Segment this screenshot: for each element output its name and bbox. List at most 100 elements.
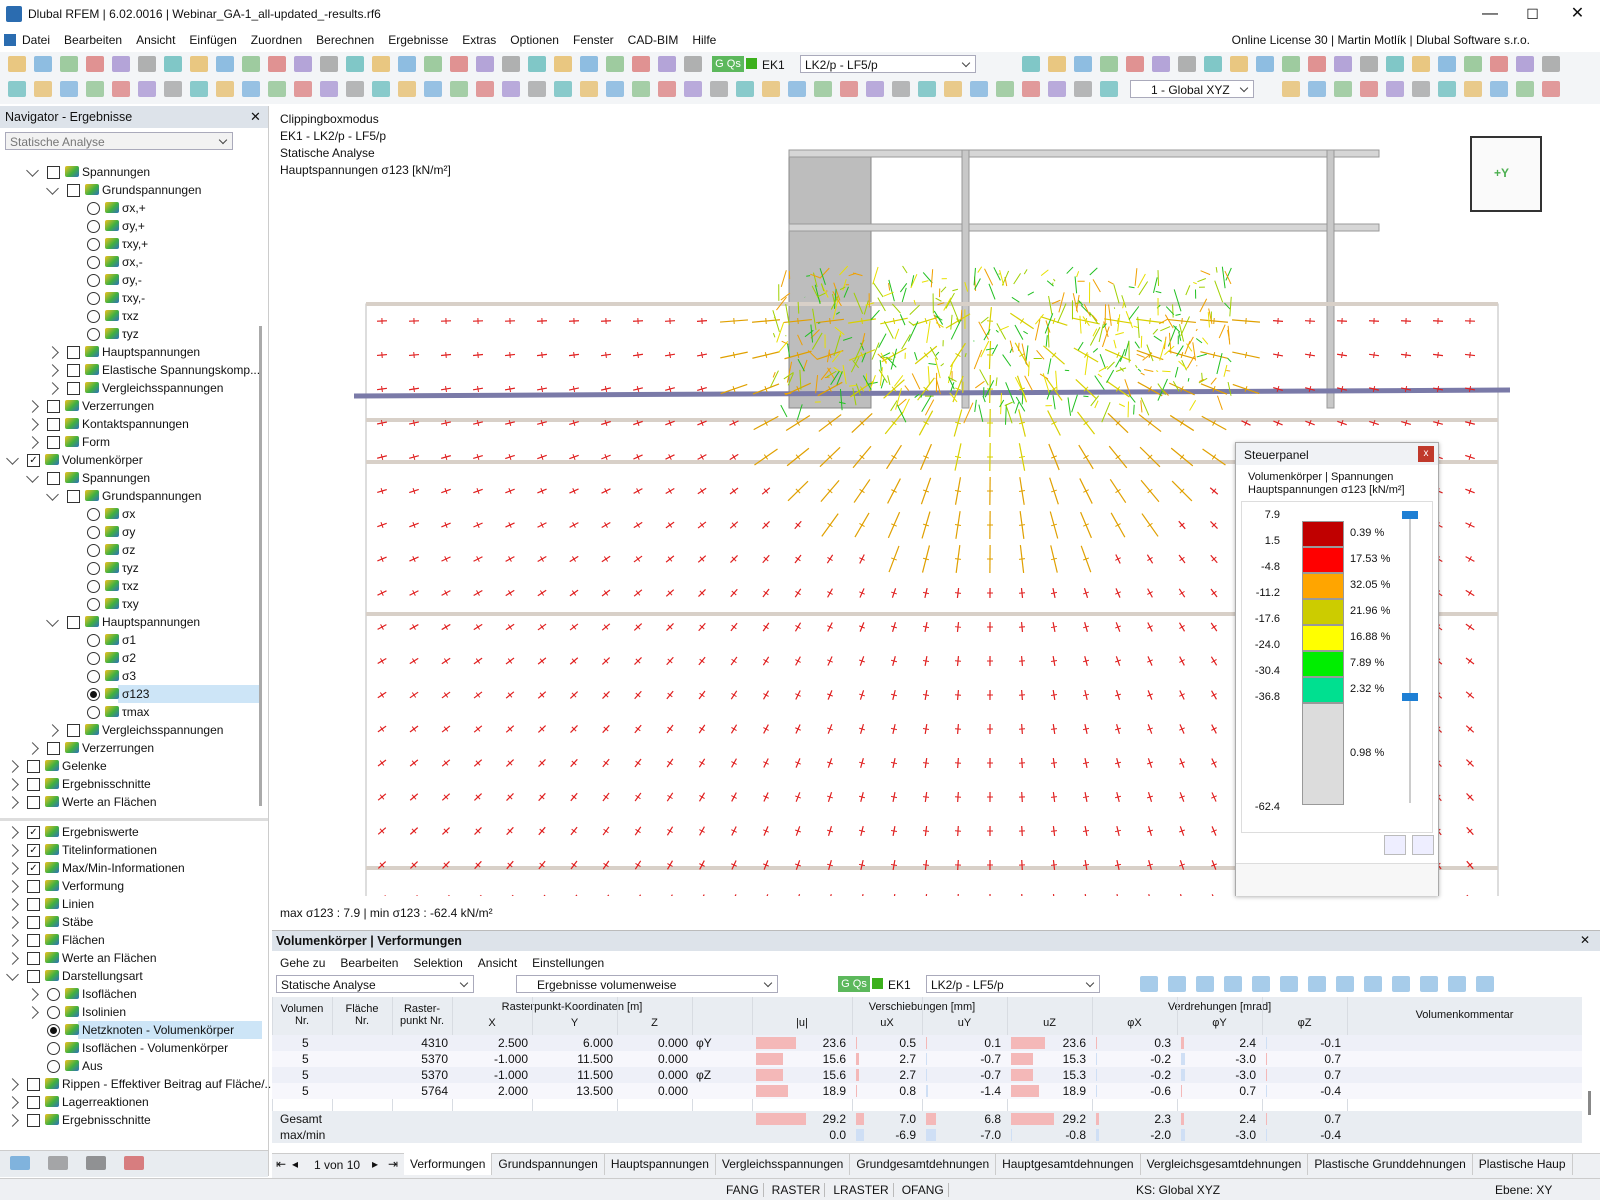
tree-item[interactable]: ✓ Titelinformationen xyxy=(0,841,262,859)
expander[interactable] xyxy=(26,742,39,755)
tool-button[interactable] xyxy=(138,81,156,97)
tool-button[interactable] xyxy=(1516,81,1534,97)
table-tool[interactable] xyxy=(1140,976,1158,992)
tool-button[interactable] xyxy=(476,56,494,72)
tree-item[interactable]: τyz xyxy=(0,559,262,577)
tool-button[interactable] xyxy=(528,81,546,97)
sheet-tab[interactable]: Verformungen xyxy=(404,1153,493,1175)
tool-button[interactable] xyxy=(1490,56,1508,72)
expander[interactable] xyxy=(46,382,59,395)
tool-button[interactable] xyxy=(424,81,442,97)
tool-button[interactable] xyxy=(1204,56,1222,72)
tree-item[interactable]: ✓ Ergebniswerte xyxy=(0,823,262,841)
tree-item[interactable]: Kontaktspannungen xyxy=(0,415,262,433)
view-cube[interactable]: +Y xyxy=(1470,136,1542,212)
tool-button[interactable] xyxy=(164,81,182,97)
tree-item[interactable]: Verzerrungen xyxy=(0,739,262,757)
tool-button[interactable] xyxy=(398,81,416,97)
radio-button[interactable] xyxy=(87,562,100,575)
checkbox[interactable] xyxy=(67,616,80,629)
tool-button[interactable] xyxy=(450,56,468,72)
tool-button[interactable] xyxy=(242,81,260,97)
table-tool[interactable] xyxy=(1448,976,1466,992)
nav-tab[interactable] xyxy=(10,1156,30,1170)
tree-item[interactable]: Form xyxy=(0,433,262,451)
expander[interactable] xyxy=(6,880,19,893)
expander[interactable] xyxy=(6,760,19,773)
tool-button[interactable] xyxy=(502,56,520,72)
sheet-tab[interactable]: Hauptspannungen xyxy=(605,1153,716,1175)
table-tool[interactable] xyxy=(1308,976,1326,992)
tool-button[interactable] xyxy=(138,56,156,72)
tree-item[interactable]: Ergebnisschnitte xyxy=(0,1111,262,1129)
radio-button[interactable] xyxy=(87,688,100,701)
tool-button[interactable] xyxy=(1048,56,1066,72)
tool-button[interactable] xyxy=(840,81,858,97)
radio-button[interactable] xyxy=(87,634,100,647)
status-toggle[interactable]: FANG xyxy=(722,1183,764,1197)
expander[interactable] xyxy=(46,364,59,377)
tree-item[interactable]: Flächen xyxy=(0,931,262,949)
tree-item[interactable]: σ123 xyxy=(0,685,262,703)
expander[interactable] xyxy=(46,724,59,737)
tool-button[interactable] xyxy=(450,81,468,97)
tool-button[interactable] xyxy=(190,56,208,72)
radio-button[interactable] xyxy=(47,1060,60,1073)
checkbox[interactable] xyxy=(67,382,80,395)
expander[interactable] xyxy=(26,470,39,483)
nav-tab[interactable] xyxy=(124,1156,144,1170)
radio-button[interactable] xyxy=(87,202,100,215)
tree-item[interactable]: τxy xyxy=(0,595,262,613)
table-tool[interactable] xyxy=(1224,976,1242,992)
panel-button[interactable] xyxy=(1384,835,1406,855)
tool-button[interactable] xyxy=(1022,56,1040,72)
radio-button[interactable] xyxy=(47,1024,60,1037)
maximize-button[interactable]: ☐ xyxy=(1526,6,1539,22)
tool-button[interactable] xyxy=(788,81,806,97)
tool-button[interactable] xyxy=(372,56,390,72)
tree-item[interactable]: τxy,+ xyxy=(0,235,262,253)
tree-item[interactable]: σy,+ xyxy=(0,217,262,235)
load-case-combo[interactable]: LK2/p - LF5/p xyxy=(800,55,976,73)
table-tool[interactable] xyxy=(1196,976,1214,992)
checkbox[interactable] xyxy=(27,898,40,911)
tree-item[interactable]: Rippen - Effektiver Beitrag auf Fläche/.… xyxy=(0,1075,275,1093)
tree-item[interactable]: Verzerrungen xyxy=(0,397,262,415)
tool-button[interactable] xyxy=(398,56,416,72)
tool-button[interactable] xyxy=(996,81,1014,97)
tool-button[interactable] xyxy=(606,56,624,72)
tool-button[interactable] xyxy=(1178,56,1196,72)
tool-button[interactable] xyxy=(216,81,234,97)
pager-button[interactable]: ▸ xyxy=(372,1157,379,1171)
table-tool[interactable] xyxy=(1476,976,1494,992)
table-close[interactable]: ✕ xyxy=(1580,933,1591,947)
tool-button[interactable] xyxy=(684,81,702,97)
menu-item[interactable]: Ergebnisse xyxy=(388,33,449,47)
expander[interactable] xyxy=(6,898,19,911)
expander[interactable] xyxy=(6,952,19,965)
tool-button[interactable] xyxy=(112,56,130,72)
checkbox[interactable] xyxy=(27,952,40,965)
tool-button[interactable] xyxy=(476,81,494,97)
tool-button[interactable] xyxy=(1074,81,1092,97)
expander[interactable] xyxy=(6,796,19,809)
checkbox[interactable] xyxy=(67,346,80,359)
expander[interactable] xyxy=(6,916,19,929)
checkbox[interactable]: ✓ xyxy=(27,454,40,467)
tree-item[interactable]: Darstellungsart xyxy=(0,967,262,985)
expander[interactable] xyxy=(26,1006,39,1019)
checkbox[interactable] xyxy=(27,1096,40,1109)
tool-button[interactable] xyxy=(632,81,650,97)
tool-button[interactable] xyxy=(1256,56,1274,72)
tool-button[interactable] xyxy=(684,56,702,72)
sheet-tab[interactable]: Plastische Grunddehnungen xyxy=(1308,1153,1473,1175)
table-tool[interactable] xyxy=(1168,976,1186,992)
tree-item[interactable]: Spannungen xyxy=(0,469,262,487)
tool-button[interactable] xyxy=(60,56,78,72)
panel-button[interactable] xyxy=(1412,835,1434,855)
tool-button[interactable] xyxy=(1360,56,1378,72)
expander[interactable] xyxy=(6,934,19,947)
table-tool[interactable] xyxy=(1280,976,1298,992)
panel-close[interactable]: x xyxy=(1418,446,1434,462)
table-menu-item[interactable]: Gehe zu xyxy=(280,956,326,970)
